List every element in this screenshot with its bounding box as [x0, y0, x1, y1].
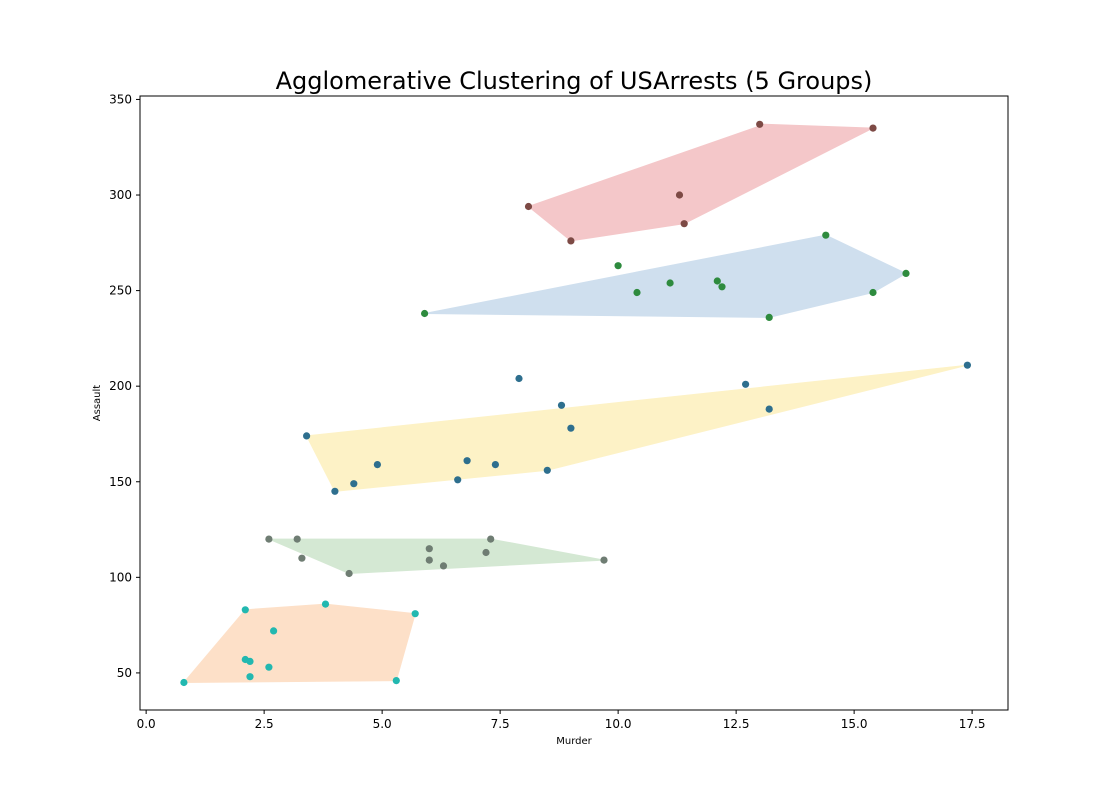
x-tick-label: 15.0: [841, 717, 868, 731]
cluster-hull-4: [268, 538, 605, 575]
data-point: [270, 627, 278, 635]
data-point: [902, 269, 910, 277]
data-point: [869, 124, 877, 132]
x-tick-label: 2.5: [255, 717, 274, 731]
data-point: [742, 380, 750, 388]
x-tick-label: 0.0: [137, 717, 156, 731]
data-point: [765, 313, 773, 321]
data-point: [373, 461, 381, 469]
data-point: [524, 202, 533, 211]
plot-area-frame: [139, 95, 1009, 711]
data-point: [241, 606, 249, 614]
data-point: [180, 678, 188, 687]
data-point: [298, 554, 306, 562]
data-point: [515, 374, 523, 383]
data-point: [765, 405, 773, 413]
data-point: [425, 556, 433, 564]
data-point: [392, 677, 400, 685]
data-point: [321, 600, 330, 608]
y-axis-label: Assault: [92, 385, 103, 422]
data-point: [350, 480, 358, 488]
x-tick-label: 7.5: [491, 717, 510, 731]
data-point: [303, 432, 311, 440]
data-point: [482, 548, 490, 557]
data-point: [265, 663, 273, 671]
data-point: [675, 191, 684, 199]
cluster-hulls: [182, 123, 968, 684]
data-point: [293, 535, 301, 543]
data-point: [463, 457, 471, 465]
x-tick-label: 10.0: [605, 717, 632, 731]
data-point: [246, 657, 254, 666]
data-point: [345, 569, 353, 578]
data-point: [713, 277, 721, 285]
data-point: [454, 476, 462, 484]
y-tick-label: 200: [109, 379, 132, 393]
data-point: [421, 309, 429, 318]
data-point: [543, 466, 551, 474]
x-tick-label: 5.0: [373, 717, 392, 731]
data-point: [756, 120, 764, 128]
chart-title: Agglomerative Clustering of USArrests (5…: [276, 67, 873, 95]
data-point: [718, 283, 726, 291]
y-tick-label: 300: [109, 188, 132, 202]
data-point: [567, 237, 575, 245]
data-point: [557, 401, 566, 409]
data-point: [963, 361, 972, 369]
cluster-points: [180, 120, 972, 687]
x-tick-label: 17.5: [959, 717, 986, 731]
x-axis-label: Murder: [556, 736, 592, 747]
data-point: [246, 673, 254, 681]
cluster-hull-1: [527, 123, 874, 242]
data-point: [680, 220, 688, 228]
cluster-hull-5: [182, 603, 416, 684]
y-tick-label: 50: [117, 666, 132, 680]
data-point: [411, 610, 419, 618]
cluster-hull-2: [424, 234, 908, 318]
data-point: [425, 545, 433, 553]
data-point: [439, 562, 448, 570]
y-tick-label: 150: [109, 475, 132, 489]
data-point: [869, 288, 877, 297]
y-tick-label: 250: [109, 284, 132, 298]
data-point: [822, 231, 830, 239]
data-point: [666, 279, 674, 287]
x-axis-ticks: 0.0 2.5 5.0 7.5 10.0 12.5 15.0 17.5: [137, 710, 986, 731]
data-point: [614, 262, 622, 270]
data-point: [487, 535, 495, 543]
data-point: [600, 556, 608, 564]
y-axis-ticks: 50 100 150 200 250 300 350: [109, 92, 140, 680]
y-tick-label: 350: [109, 92, 132, 106]
x-tick-label: 12.5: [723, 717, 750, 731]
data-point: [265, 535, 273, 543]
data-point: [491, 461, 499, 469]
data-point: [567, 424, 575, 432]
cluster-hull-3: [305, 364, 968, 492]
data-point: [633, 288, 641, 297]
data-point: [331, 487, 339, 495]
y-tick-label: 100: [109, 570, 132, 584]
